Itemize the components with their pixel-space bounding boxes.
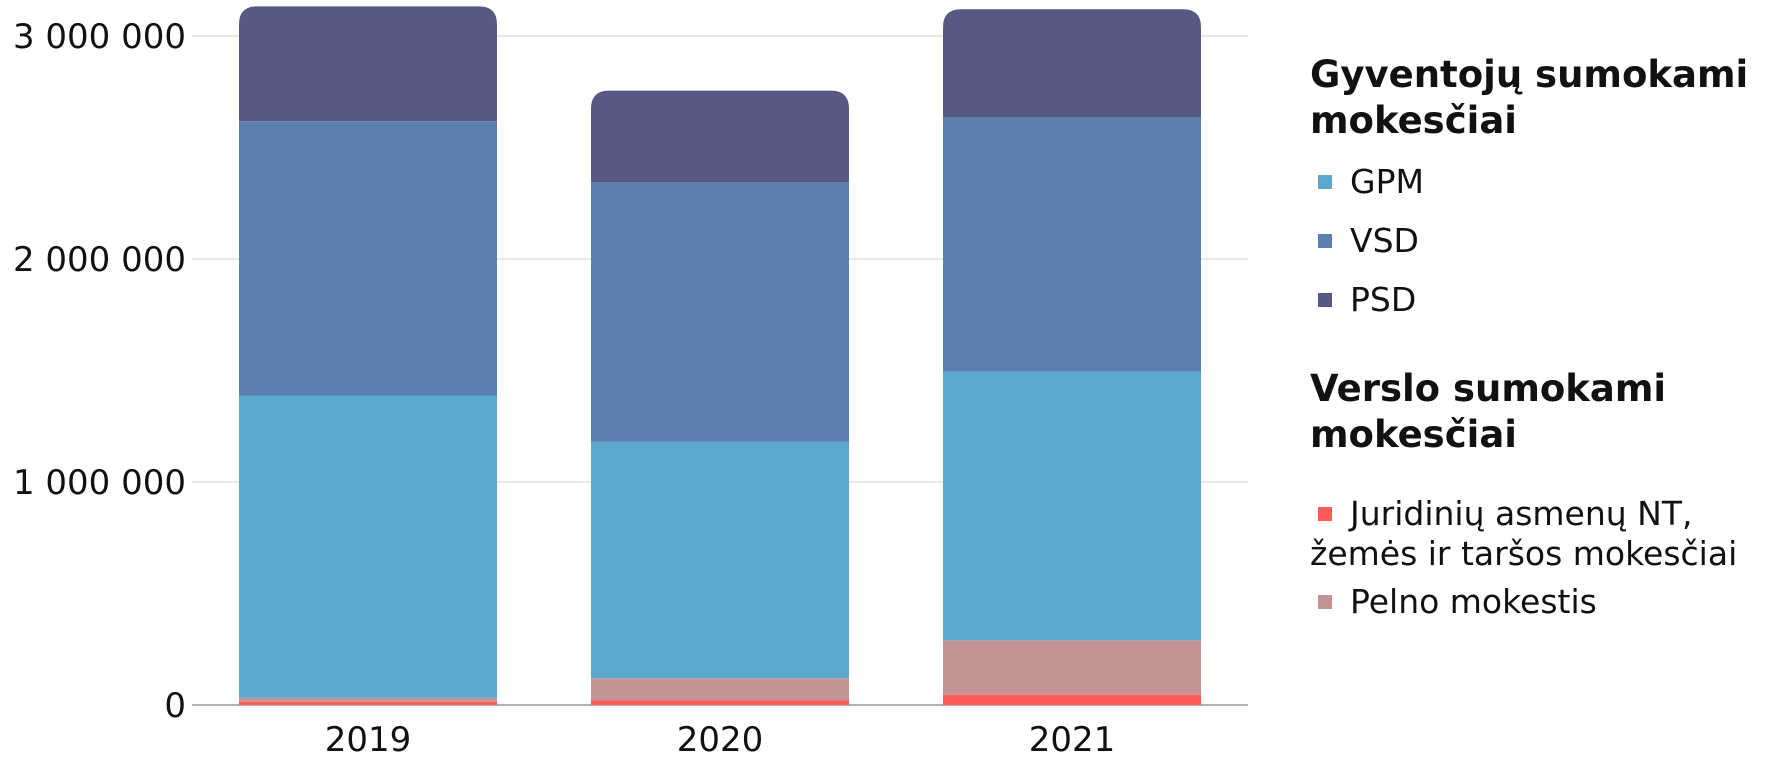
bar-stacks <box>239 6 1201 705</box>
legend-swatch-icon <box>1318 595 1332 609</box>
y-tick-label: 0 <box>164 686 186 726</box>
bar-stack-2019 <box>239 6 497 705</box>
y-tick-label: 3 000 000 <box>13 17 186 57</box>
bar-stack-2021 <box>943 9 1201 705</box>
legend-label: PSD <box>1350 280 1417 319</box>
legend-group-residents: Gyventojų sumokami mokesčiai GPM VSD PSD <box>1310 52 1765 320</box>
legend-item-gpm: GPM <box>1310 162 1765 202</box>
legend-swatch-icon <box>1318 507 1332 521</box>
x-axis-ticks: 2019 2020 2021 <box>325 720 1116 760</box>
bar-segment-juridinių-2019 <box>239 701 497 705</box>
x-tick-label: 2019 <box>325 720 412 760</box>
legend-item-property-taxes: Juridinių asmenų NT, žemės ir taršos mok… <box>1310 494 1765 574</box>
legend-group-business: Verslo sumokami mokesčiai Juridinių asme… <box>1310 366 1765 622</box>
legend-label: VSD <box>1350 221 1419 260</box>
bar-segment-psd-2019 <box>239 6 497 122</box>
bar-stack-2020 <box>591 90 849 705</box>
legend-swatch-icon <box>1318 234 1332 248</box>
bar-segment-gpm-2021 <box>943 371 1201 641</box>
bar-segment-vsd-2019 <box>239 121 497 396</box>
bar-segment-gpm-2020 <box>591 441 849 679</box>
legend-label: Juridinių asmenų NT, žemės ir taršos mok… <box>1310 494 1738 573</box>
x-tick-label: 2021 <box>1029 720 1116 760</box>
x-tick-label: 2020 <box>677 720 764 760</box>
bar-segment-pelno-2020 <box>591 678 849 701</box>
legend-group-title: Verslo sumokami mokesčiai <box>1310 367 1667 456</box>
bar-segment-psd-2020 <box>591 90 849 183</box>
legend-label: Pelno mokestis <box>1350 582 1597 621</box>
bar-segment-pelno-2019 <box>239 697 497 702</box>
bar-segment-psd-2021 <box>943 9 1201 118</box>
bar-segment-vsd-2020 <box>591 182 849 442</box>
legend-label: GPM <box>1350 162 1424 201</box>
bar-segment-gpm-2019 <box>239 395 497 698</box>
legend-group-title: Gyventojų sumokami mokesčiai <box>1310 53 1749 142</box>
stacked-bar-chart: 0 1 000 000 2 000 000 3 000 000 2019 2020 202… <box>13 6 1248 760</box>
y-tick-label: 1 000 000 <box>13 463 186 503</box>
bar-segment-juridinių-2021 <box>943 694 1201 705</box>
y-axis-ticks: 0 1 000 000 2 000 000 3 000 000 <box>13 17 186 726</box>
y-tick-label: 2 000 000 <box>13 240 186 280</box>
legend-item-profit-tax: Pelno mokestis <box>1310 582 1765 622</box>
legend-item-psd: PSD <box>1310 280 1765 320</box>
bar-segment-vsd-2021 <box>943 117 1201 372</box>
legend-item-vsd: VSD <box>1310 221 1765 261</box>
bar-segment-pelno-2021 <box>943 640 1201 695</box>
legend: Gyventojų sumokami mokesčiai GPM VSD PSD… <box>1310 52 1765 630</box>
legend-swatch-icon <box>1318 175 1332 189</box>
bar-segment-juridinių-2020 <box>591 700 849 705</box>
legend-swatch-icon <box>1318 293 1332 307</box>
